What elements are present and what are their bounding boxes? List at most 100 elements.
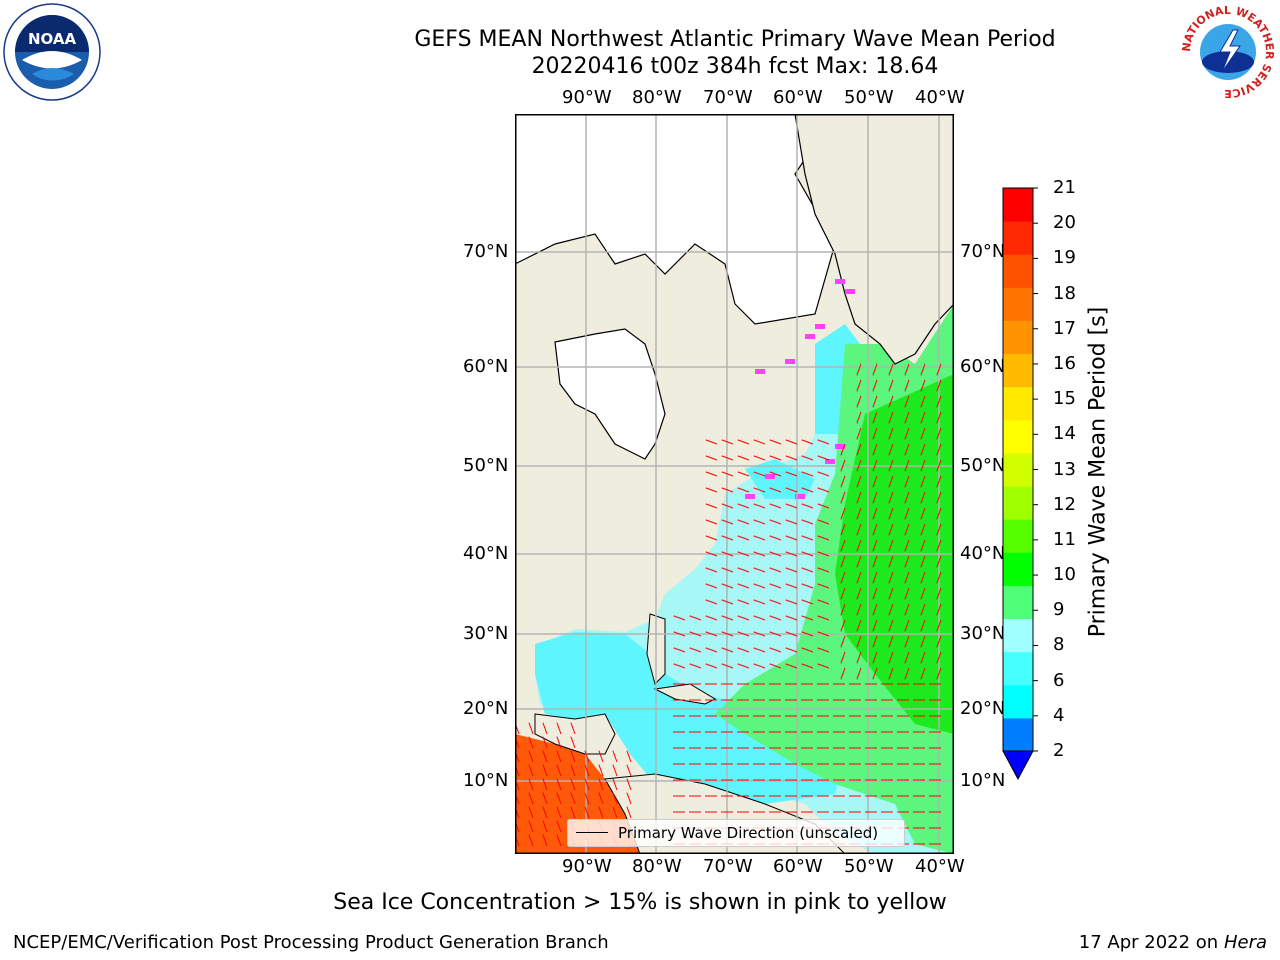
wave-direction-arrow [737,631,750,637]
wave-direction-arrow [737,535,750,541]
wave-direction-arrow [721,503,734,509]
wave-direction-arrow [920,427,926,440]
wave-direction-arrow [769,647,782,653]
wave-direction-arrow [904,475,910,488]
sea-ice-marker [835,279,845,284]
wave-direction-arrow [840,555,846,568]
wave-direction-arrow [801,551,814,557]
wave-direction-arrow [904,667,910,680]
lon-tick-top: 70°W [703,87,753,108]
footer-host: Hera [1223,932,1267,953]
lat-tick-left: 30°N [463,623,509,644]
wave-direction-arrow [801,615,814,621]
wave-direction-arrow [936,411,942,424]
wave-direction-arrow [872,475,878,488]
wave-direction-arrow [888,555,894,568]
wave-direction-arrow [936,619,942,632]
wave-direction-arrow [920,507,926,520]
legend-label: Primary Wave Direction (unscaled) [618,824,879,842]
lat-tick-left: 20°N [463,698,509,719]
wave-direction-arrow [753,551,766,557]
colorbar-tick-label: 6 [1053,669,1065,691]
wave-direction-arrow [785,439,798,445]
wave-direction-arrow [840,507,846,520]
wave-direction-arrow [598,792,604,805]
wave-direction-arrow [570,750,576,763]
wave-direction-arrow [612,764,618,777]
lat-tick-left: 50°N [463,455,509,476]
wave-direction-arrow [872,651,878,664]
lat-tick-left: 40°N [463,543,509,564]
wave-direction-arrow [856,571,862,584]
wave-direction-arrow [785,615,798,621]
wave-direction-arrow [528,750,534,763]
wave-direction-arrow [936,507,942,520]
lat-tick-right: 60°N [960,356,1006,377]
wave-direction-arrow [753,599,766,605]
wave-direction-arrow [753,455,766,461]
wave-direction-arrow [856,363,862,376]
wave-direction-arrow [612,750,618,763]
wave-direction-arrow [872,555,878,568]
sea-ice-marker [785,359,795,364]
wave-direction-arrow [721,439,734,445]
wave-direction-arrow [936,427,942,440]
wave-direction-arrow [872,443,878,456]
wave-direction-arrow [673,631,686,637]
wave-direction-arrow [542,750,548,763]
wave-direction-arrow [570,736,576,749]
wave-direction-arrow [769,631,782,637]
lon-tick-bottom: 50°W [844,856,894,877]
wave-direction-arrow [542,736,548,749]
lat-tick-right: 20°N [960,698,1006,719]
colorbar-bin [1003,320,1033,355]
colorbar-tick-label: 10 [1053,564,1076,586]
wave-direction-arrow [753,487,766,493]
wave-direction-arrow [872,491,878,504]
colorbar-tick-label: 15 [1053,388,1076,410]
legend-line-swatch [576,832,608,833]
wave-direction-arrow [737,599,750,605]
wave-direction-arrow [705,551,718,557]
wave-direction-arrow [801,567,814,573]
wave-direction-arrow [801,519,814,525]
wave-direction-arrow [936,491,942,504]
wave-direction-arrow [904,363,910,376]
wave-direction-arrow [840,443,846,456]
colorbar-tick-label: 2 [1053,740,1065,761]
wave-direction-arrow [785,583,798,589]
wave-direction-arrow [936,603,942,616]
wave-direction-arrow [936,395,942,408]
wave-direction-arrow [528,820,534,833]
lat-tick-right: 30°N [960,623,1006,644]
colorbar-extend-triangle [1002,750,1034,781]
wave-direction-arrow [872,427,878,440]
wave-direction-arrow [872,619,878,632]
wave-direction-arrow [556,806,562,819]
wave-direction-arrow [801,583,814,589]
colorbar-bin [1003,287,1033,321]
wave-direction-arrow [528,792,534,805]
wave-direction-arrow [872,363,878,376]
wave-direction-arrow [817,663,830,669]
wave-direction-arrow [528,778,534,791]
wave-direction-arrow [872,523,878,536]
wave-direction-arrow [856,539,862,552]
wave-direction-arrow [705,535,718,541]
sea-ice-marker [845,289,855,294]
wave-direction-arrow [817,503,830,509]
wave-direction-arrow [840,651,846,664]
wave-direction-arrow [856,603,862,616]
wave-period-map [514,113,955,855]
wave-direction-arrow [856,459,862,472]
wave-direction-arrow [817,471,830,477]
wave-direction-arrow [920,523,926,536]
wave-direction-arrow [721,583,734,589]
lat-tick-left: 10°N [463,770,509,791]
wave-direction-arrow [840,603,846,616]
colorbar-bin [1003,717,1033,752]
wave-direction-arrow [856,443,862,456]
wave-direction-arrow [785,455,798,461]
wave-direction-arrow [737,615,750,621]
colorbar-bin [1003,386,1033,421]
